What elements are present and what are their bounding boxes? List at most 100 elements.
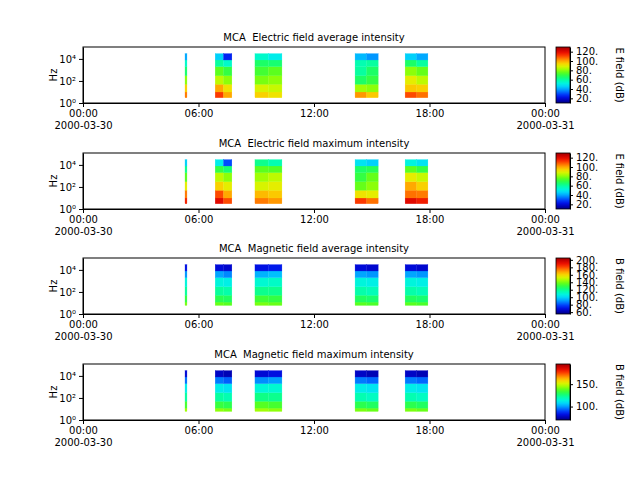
cell bbox=[215, 160, 223, 166]
colorbar-tick-mark bbox=[570, 297, 573, 298]
cell bbox=[268, 190, 281, 198]
cell bbox=[405, 408, 417, 411]
cell bbox=[185, 92, 187, 98]
x-tick-label: 00:002000-03-31 bbox=[516, 425, 574, 448]
x-tick-label: 18:00 bbox=[416, 425, 445, 436]
y-tick-label: 10⁴ bbox=[59, 265, 76, 276]
cell bbox=[367, 166, 379, 173]
colorbar-tick-mark bbox=[570, 260, 573, 261]
x-tick: 06:00 bbox=[185, 103, 214, 119]
colorbar bbox=[556, 364, 570, 420]
cell bbox=[355, 287, 367, 296]
cell bbox=[215, 377, 223, 384]
colorbar-tick-label: 120. bbox=[576, 152, 598, 163]
colorbar-tick-mark bbox=[570, 195, 573, 196]
x-tick: 00:002000-03-31 bbox=[516, 209, 574, 237]
cell bbox=[355, 173, 367, 182]
cell bbox=[224, 67, 232, 76]
cell bbox=[417, 401, 428, 408]
x-tick-label: 00:002000-03-31 bbox=[516, 214, 574, 237]
x-tick: 18:00 bbox=[416, 420, 445, 436]
cell bbox=[255, 173, 268, 182]
colorbar-axis: 100.150. bbox=[570, 365, 598, 421]
cell bbox=[224, 302, 232, 305]
x-tick: 12:00 bbox=[300, 209, 329, 225]
y-axis-line bbox=[83, 48, 84, 104]
y-tick-mark bbox=[79, 376, 83, 377]
colorbar-tick-mark bbox=[570, 407, 573, 408]
x-axis: 00:002000-03-3006:0012:0018:0000:002000-… bbox=[54, 314, 574, 342]
y-tick: 10⁴ bbox=[59, 371, 83, 382]
cell bbox=[255, 295, 268, 302]
y-tick: 10² bbox=[59, 182, 83, 193]
panel: 00:002000-03-3006:0012:0018:0000:002000-… bbox=[48, 138, 625, 237]
cell bbox=[224, 295, 232, 302]
y-axis-title: Hz bbox=[48, 280, 59, 293]
x-tick: 00:002000-03-31 bbox=[516, 314, 574, 342]
cell bbox=[224, 160, 232, 166]
y-tick: 10⁰ bbox=[59, 98, 83, 109]
y-tick-label: 10⁰ bbox=[59, 204, 76, 215]
cell bbox=[215, 60, 223, 67]
cell bbox=[417, 173, 428, 182]
cell bbox=[185, 54, 187, 60]
cell bbox=[268, 265, 281, 271]
cell bbox=[224, 287, 232, 296]
cell bbox=[255, 371, 268, 377]
cell bbox=[215, 371, 223, 377]
cell bbox=[185, 160, 187, 166]
cell bbox=[367, 271, 379, 278]
x-tick-label: 18:00 bbox=[416, 108, 445, 119]
plot-area bbox=[185, 371, 428, 412]
cell bbox=[255, 393, 268, 402]
colorbar-tick-mark bbox=[570, 305, 573, 306]
chart-title: MCA Magnetic field maximum intensity bbox=[214, 349, 414, 360]
colorbar bbox=[556, 258, 570, 314]
x-tick-label: 00:002000-03-31 bbox=[516, 108, 574, 131]
x-tick: 18:00 bbox=[416, 314, 445, 330]
x-tick-mark bbox=[430, 209, 431, 213]
cell bbox=[215, 287, 223, 296]
cell bbox=[355, 401, 367, 408]
cell bbox=[268, 173, 281, 182]
cell bbox=[255, 67, 268, 76]
y-tick-mark bbox=[79, 398, 83, 399]
x-axis: 00:002000-03-3006:0012:0018:0000:002000-… bbox=[54, 209, 574, 237]
x-tick-mark bbox=[199, 209, 200, 213]
cell bbox=[215, 173, 223, 182]
plot-area bbox=[185, 160, 428, 204]
cell bbox=[185, 408, 187, 411]
x-tick: 06:00 bbox=[185, 420, 214, 436]
cell bbox=[355, 182, 367, 191]
cell bbox=[367, 198, 379, 204]
cell bbox=[405, 76, 417, 85]
x-tick-mark bbox=[430, 103, 431, 107]
cell bbox=[268, 60, 281, 67]
cell bbox=[367, 377, 379, 384]
cell bbox=[268, 393, 281, 402]
cell bbox=[417, 302, 428, 305]
x-tick: 06:00 bbox=[185, 314, 214, 330]
colorbar-axis-line bbox=[570, 259, 571, 315]
cell bbox=[268, 287, 281, 296]
colorbar-title: E field (dB) bbox=[614, 153, 625, 208]
colorbar-tick-mark bbox=[570, 176, 573, 177]
cell bbox=[367, 92, 379, 98]
cell bbox=[268, 377, 281, 384]
cell bbox=[355, 278, 367, 287]
cell bbox=[417, 160, 428, 166]
cell bbox=[355, 393, 367, 402]
cell bbox=[255, 160, 268, 166]
cell bbox=[405, 67, 417, 76]
chart-title: MCA Magnetic field average intensity bbox=[219, 243, 409, 254]
x-tick-label: 18:00 bbox=[416, 319, 445, 330]
y-tick-label: 10⁰ bbox=[59, 415, 76, 426]
colorbar-tick: 120. bbox=[570, 152, 598, 163]
cell bbox=[417, 393, 428, 402]
x-tick-mark bbox=[545, 103, 546, 107]
cell bbox=[417, 54, 428, 60]
cell bbox=[268, 295, 281, 302]
cell bbox=[224, 198, 232, 204]
y-axis: 10⁰10²10⁴ bbox=[59, 259, 83, 320]
cell bbox=[185, 401, 187, 408]
